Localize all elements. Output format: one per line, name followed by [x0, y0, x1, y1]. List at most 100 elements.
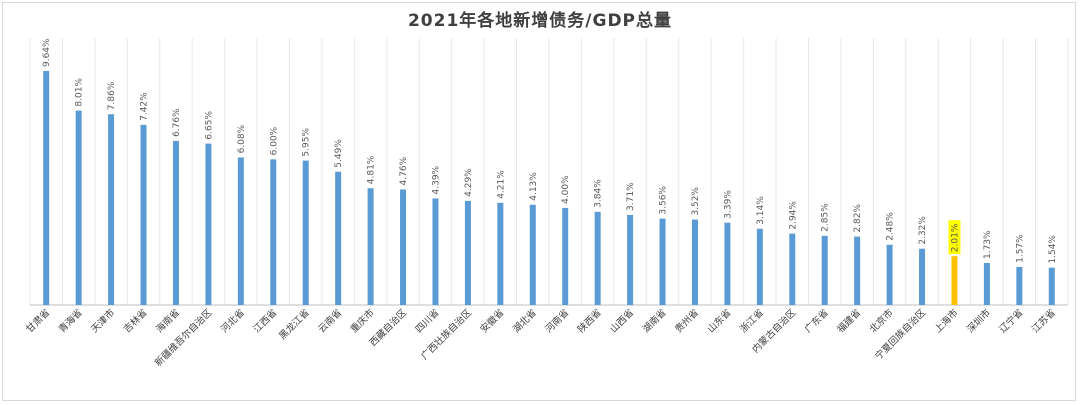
bars — [43, 71, 1055, 305]
category-label: 天津市 — [89, 306, 118, 335]
bar — [529, 204, 536, 305]
value-label: 2.32% — [918, 216, 928, 245]
bar — [464, 200, 471, 305]
category-label: 深圳市 — [964, 306, 993, 335]
value-label: 8.01% — [75, 78, 85, 107]
bar — [497, 202, 504, 305]
chart-frame — [2, 2, 1076, 401]
bar — [75, 110, 82, 305]
bar — [108, 114, 115, 305]
bar — [659, 218, 666, 305]
value-label: 6.76% — [172, 108, 182, 137]
bar — [562, 207, 569, 305]
bar — [886, 244, 893, 305]
category-label: 北京市 — [867, 306, 896, 335]
category-label: 黑龙江省 — [276, 307, 311, 342]
value-label: 6.00% — [269, 126, 279, 155]
category-label: 青海省 — [56, 307, 85, 336]
value-label: 5.95% — [302, 128, 312, 157]
value-label: 3.39% — [723, 190, 733, 219]
category-label: 湖北省 — [510, 307, 539, 336]
category-label: 福建省 — [835, 307, 864, 336]
category-label: 陕西省 — [575, 307, 604, 336]
value-label: 4.39% — [431, 165, 441, 194]
category-label: 上海市 — [932, 306, 961, 335]
bar — [302, 160, 309, 305]
value-label: 3.14% — [756, 196, 766, 225]
bar — [724, 222, 731, 305]
category-label: 河北省 — [218, 307, 247, 336]
value-label-highlight — [948, 220, 961, 255]
value-label: 2.85% — [821, 203, 831, 232]
value-label: 1.57% — [1015, 234, 1025, 263]
chart-title: 2021年各地新增债务/GDP总量 — [407, 11, 673, 31]
category-label: 湖南省 — [640, 307, 669, 336]
category-label: 河南省 — [543, 307, 572, 336]
value-labels: 9.64% 8.01% 7.86% 7.42% 6.76% 6.65% 6.08% 6.00%… — [42, 38, 1058, 264]
category-label: 新疆维吾尔自治区 — [152, 306, 215, 369]
bar — [854, 236, 861, 305]
bar — [919, 248, 926, 305]
bar — [756, 228, 763, 305]
bar — [400, 189, 407, 305]
gridlines — [29, 38, 1069, 306]
category-label: 四川省 — [413, 307, 442, 336]
value-label: 2.01% — [950, 223, 960, 252]
value-label: 3.71% — [626, 182, 636, 211]
category-label: 海南省 — [153, 307, 182, 336]
category-label: 重庆市 — [348, 306, 377, 335]
value-label: 4.00% — [561, 175, 571, 204]
category-label: 安徽省 — [478, 307, 507, 336]
bar — [237, 157, 244, 305]
value-label: 1.54% — [1048, 235, 1058, 264]
category-label: 贵州省 — [672, 307, 701, 336]
value-label: 4.29% — [464, 168, 474, 197]
value-label: 7.86% — [107, 81, 117, 110]
value-label: 6.08% — [237, 124, 247, 153]
value-label: 3.52% — [691, 187, 701, 216]
bar — [983, 263, 990, 305]
category-label: 辽宁省 — [997, 307, 1026, 336]
bar — [594, 211, 601, 305]
bar — [951, 256, 958, 305]
bar — [821, 235, 828, 305]
value-label: 9.64% — [42, 38, 52, 67]
bar — [627, 214, 634, 305]
bar — [432, 198, 439, 305]
category-label: 山东省 — [705, 307, 734, 336]
value-label: 7.42% — [140, 92, 150, 121]
bar — [43, 71, 50, 305]
value-label: 2.94% — [788, 201, 798, 230]
bar — [335, 171, 342, 305]
bar — [789, 233, 796, 305]
value-label: 3.56% — [659, 186, 669, 215]
bar — [270, 159, 277, 305]
value-label: 1.73% — [983, 230, 993, 259]
category-label: 江苏省 — [1029, 307, 1058, 336]
category-label: 甘肃省 — [24, 307, 53, 336]
category-label: 江西省 — [251, 307, 280, 336]
bar — [367, 188, 374, 305]
bar — [172, 140, 179, 305]
bar — [140, 124, 147, 305]
category-label: 云南省 — [316, 307, 345, 336]
value-label: 2.48% — [886, 212, 896, 241]
value-label: 3.84% — [594, 179, 604, 208]
category-label: 山西省 — [608, 307, 637, 336]
value-label: 5.49% — [334, 139, 344, 168]
value-label: 6.65% — [204, 111, 214, 140]
bar — [205, 143, 212, 305]
bar — [1048, 267, 1055, 305]
value-label: 2.82% — [853, 204, 863, 233]
bar — [1016, 266, 1023, 305]
category-label: 广东省 — [802, 307, 831, 336]
value-label: 4.21% — [496, 170, 506, 199]
bar — [691, 219, 698, 305]
value-label: 4.76% — [399, 156, 409, 185]
value-label: 4.13% — [529, 172, 539, 201]
category-label: 吉林省 — [121, 307, 150, 336]
category-label: 浙江省 — [737, 307, 766, 336]
value-label: 4.81% — [367, 155, 377, 184]
